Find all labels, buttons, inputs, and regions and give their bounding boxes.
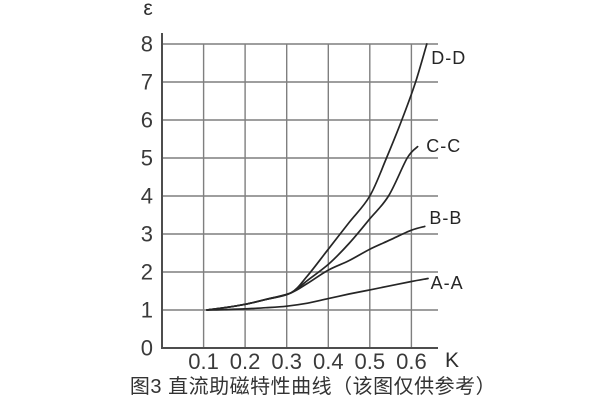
x-tick-label-0.4: 0.4 [313,349,344,374]
curve-A-A [206,277,429,311]
chart-caption: 图3 直流助磁特性曲线（该图仅供参考） [129,376,497,398]
x-axis-label: K [444,349,459,372]
y-tick-label-8: 8 [141,32,153,57]
y-tick-label-4: 4 [141,184,153,209]
y-tick-label-6: 6 [141,108,153,133]
curve-B-B [206,225,426,311]
x-tick-label-0.5: 0.5 [355,349,386,374]
curve-label-B-B: B-B [429,208,462,228]
y-tick-label-7: 7 [141,70,153,95]
x-tick-label-0.3: 0.3 [271,349,302,374]
curve-label-D-D: D-D [431,48,466,68]
y-tick-label-0: 0 [141,336,153,361]
y-axis-label: ε [143,0,153,20]
y-tick-label-1: 1 [141,298,153,323]
y-tick-label-5: 5 [141,146,153,171]
y-tick-label-2: 2 [141,260,153,285]
curve-C-C [206,145,419,311]
x-tick-label-0.1: 0.1 [188,349,219,374]
y-tick-label-3: 3 [141,222,153,247]
x-tick-label-0.6: 0.6 [396,349,427,374]
curve-D-D [206,43,428,311]
x-tick-label-0.2: 0.2 [230,349,261,374]
curve-label-C-C: C-C [426,136,461,156]
curve-label-A-A: A-A [431,273,464,293]
